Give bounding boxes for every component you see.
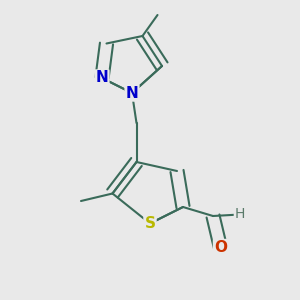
- Text: N: N: [126, 85, 138, 100]
- Text: H: H: [235, 208, 245, 221]
- Text: S: S: [145, 216, 155, 231]
- Text: N: N: [96, 70, 108, 86]
- Text: O: O: [214, 240, 227, 255]
